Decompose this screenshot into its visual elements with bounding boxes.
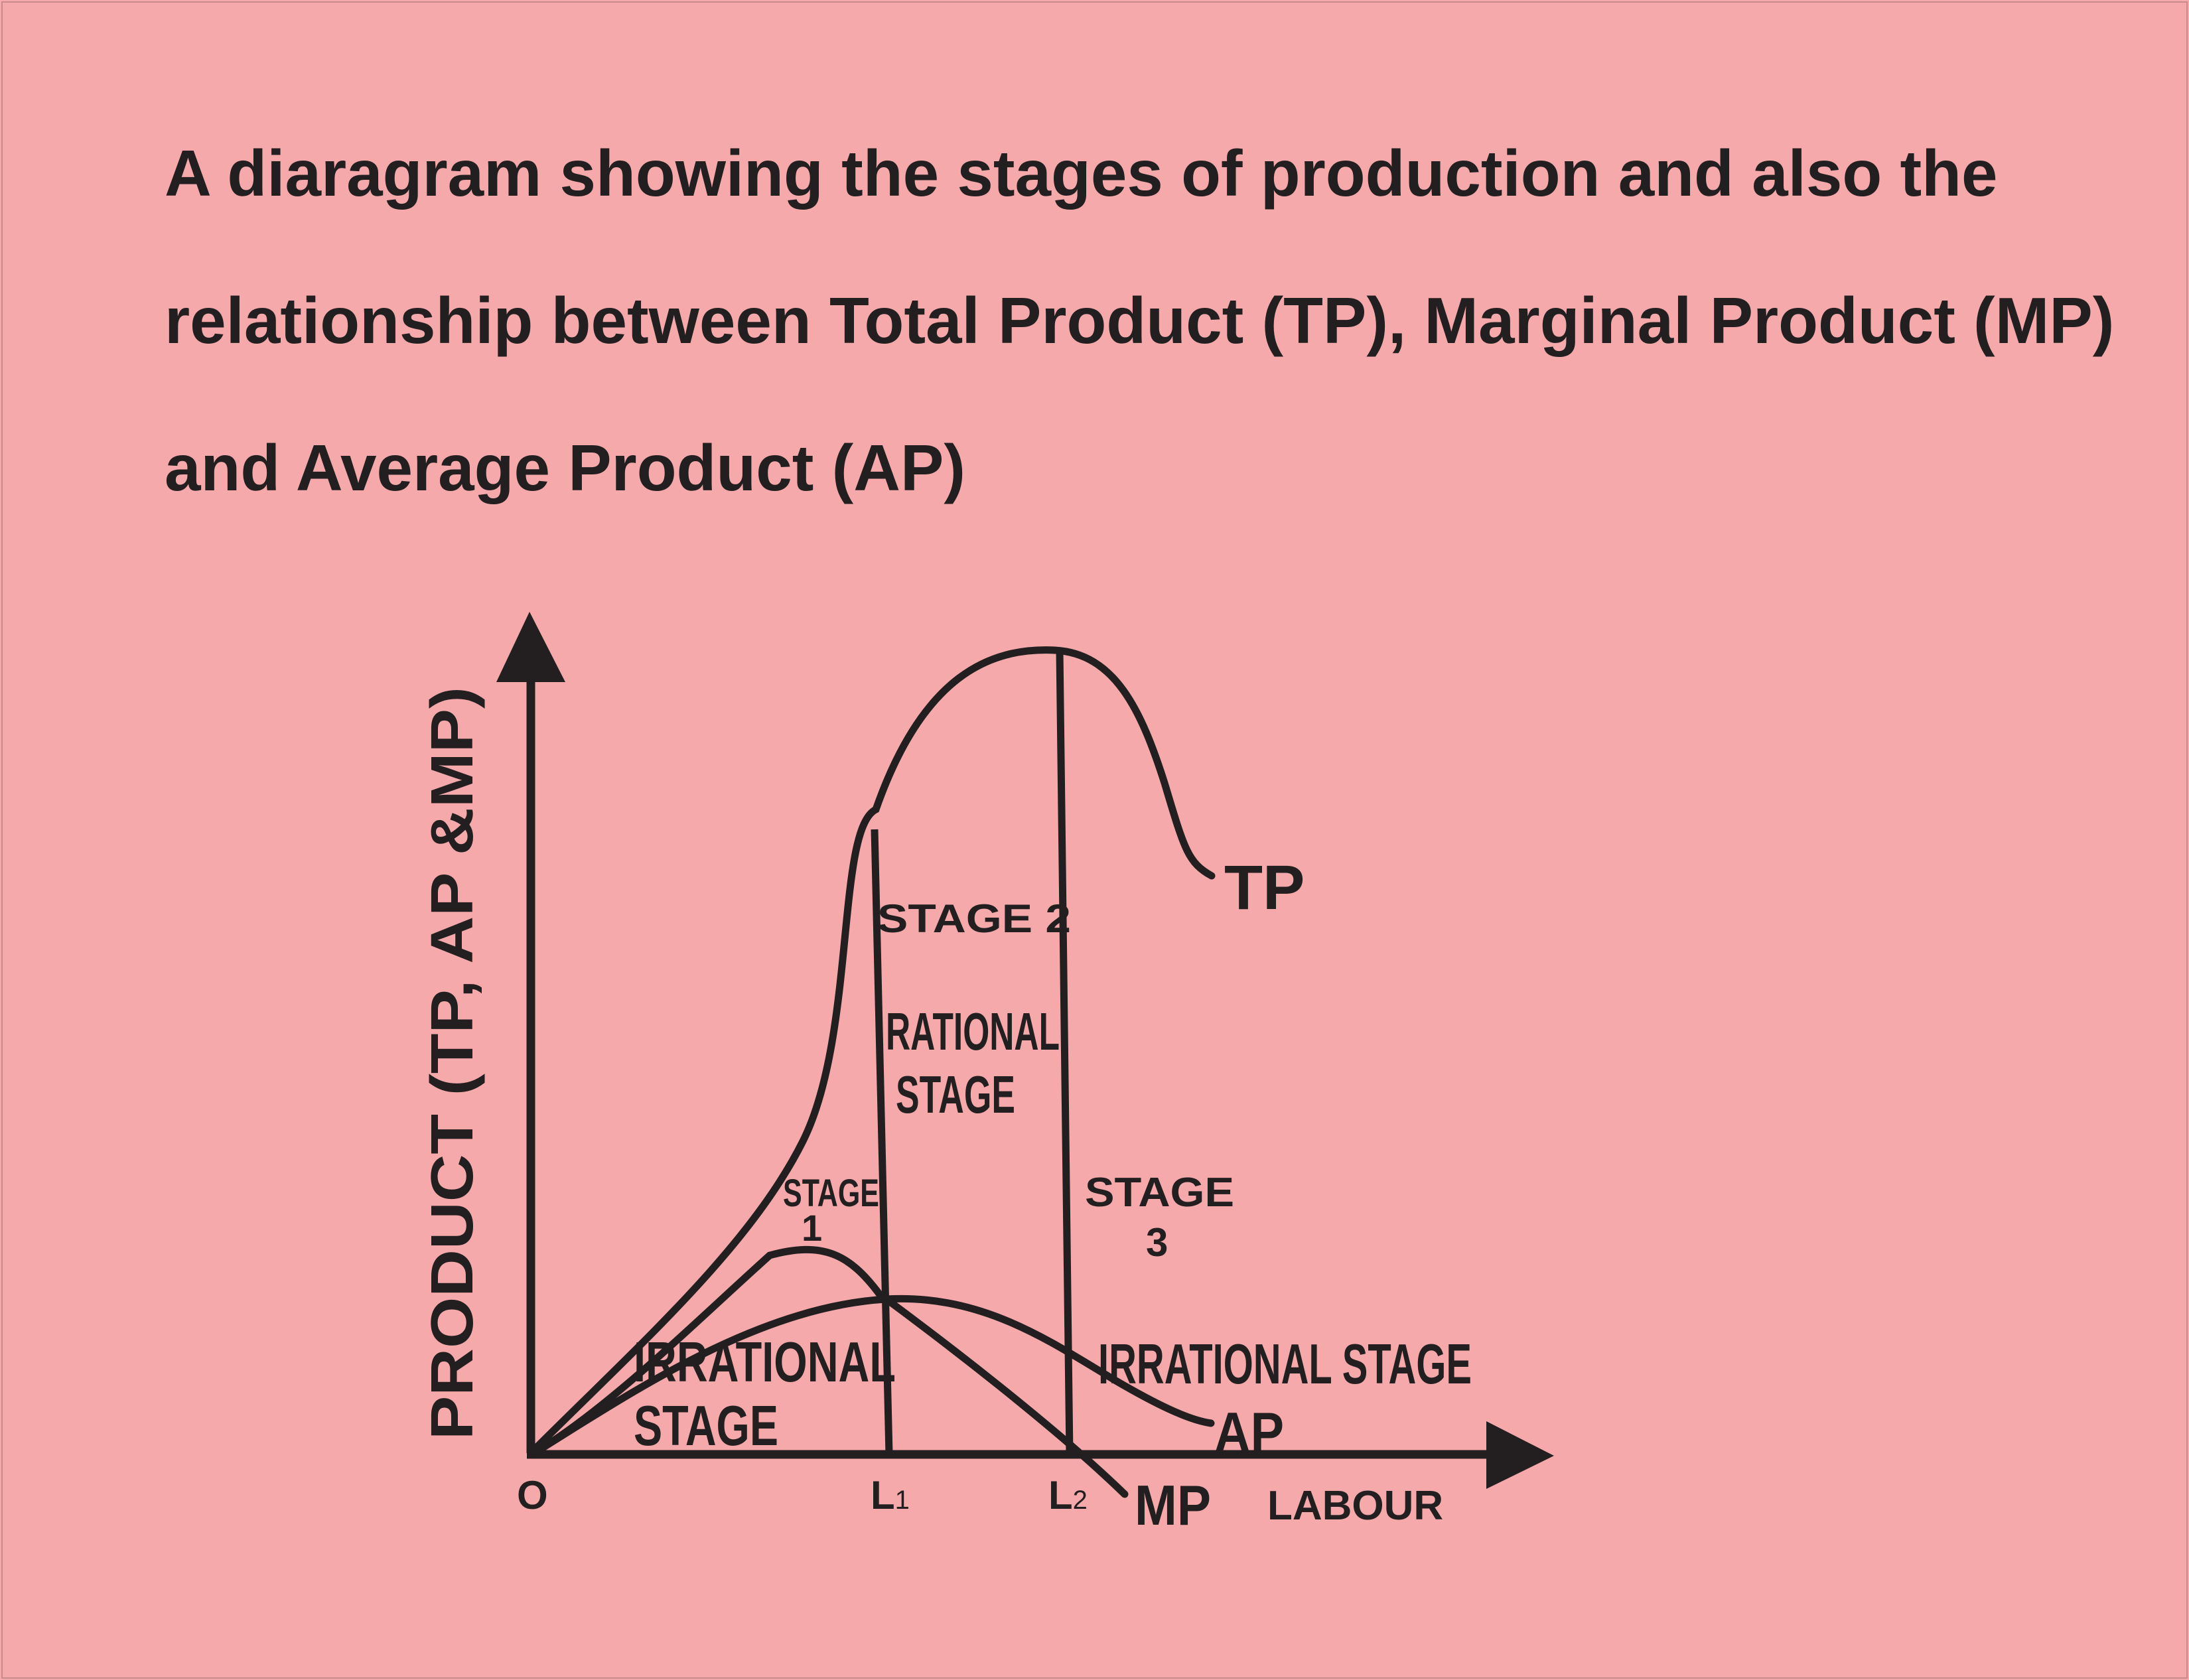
l1-boundary-line	[871, 829, 893, 1455]
l1-letter: L	[871, 1473, 895, 1517]
y-axis-arrow	[496, 612, 565, 682]
origin-label: O	[517, 1473, 548, 1517]
ap-curve	[530, 1295, 1215, 1457]
stage-3-number: 3	[1146, 1220, 1168, 1265]
mp-label: MP	[1135, 1474, 1211, 1537]
title-line-1: A diaragram showing the stages of produc…	[165, 137, 1998, 210]
stage-3-label: STAGE	[1085, 1170, 1234, 1216]
rational-label: RATIONAL	[886, 1002, 1060, 1061]
l1-label: L1	[871, 1473, 910, 1517]
l2-label: L2	[1048, 1473, 1088, 1517]
irrational-stage-1-stage: STAGE	[634, 1395, 778, 1458]
title-line-2: relationship between Total Product (TP),…	[165, 284, 2115, 357]
mp-curve	[530, 1245, 1129, 1498]
rational-stage-label: STAGE	[896, 1065, 1015, 1124]
y-axis-label: PRODUCT (TP, AP &MP)	[419, 687, 486, 1440]
diagram-title: A diaragram showing the stages of produc…	[165, 100, 2155, 541]
tp-curve	[527, 646, 1216, 1457]
irrational-stage-3-label: IRRATIONAL STAGE	[1098, 1333, 1472, 1396]
l2-boundary-line	[1056, 650, 1074, 1455]
stage-1-number: 1	[802, 1207, 822, 1249]
l2-letter: L	[1048, 1473, 1073, 1517]
stage-1-label: STAGE	[783, 1172, 879, 1215]
x-axis-arrow	[1486, 1421, 1554, 1489]
title-line-3: and Average Product (AP)	[165, 431, 966, 504]
irrational-stage-1-label: IRRATIONAL	[634, 1331, 896, 1394]
tp-label: TP	[1224, 853, 1305, 923]
ap-label: AP	[1214, 1401, 1284, 1464]
l1-subscript: 1	[895, 1486, 910, 1515]
x-axis-label: LABOUR	[1267, 1483, 1443, 1529]
l2-subscript: 2	[1073, 1486, 1088, 1515]
stage-2-label: STAGE 2	[877, 896, 1071, 941]
